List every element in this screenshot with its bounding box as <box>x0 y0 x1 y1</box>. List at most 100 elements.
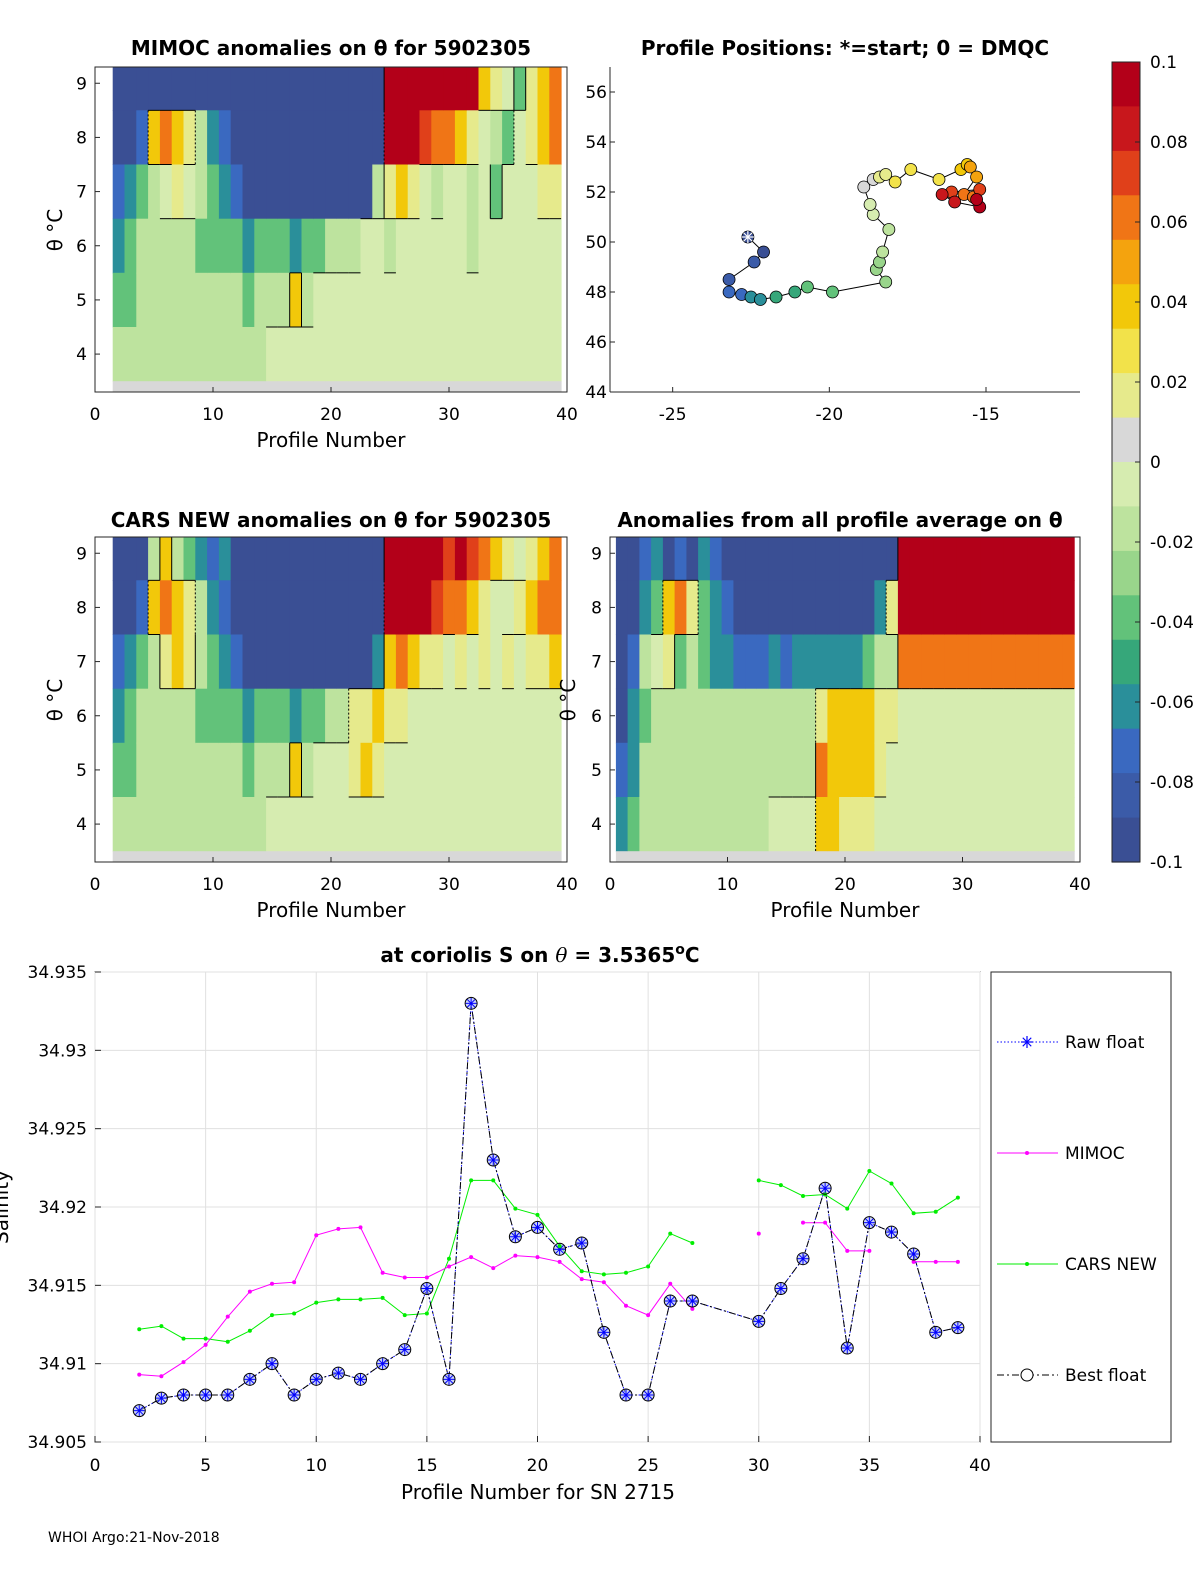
p1-cell <box>502 272 515 328</box>
series-point-best-float <box>951 1321 965 1335</box>
series-point-best-float <box>641 1388 655 1402</box>
colorbar-segment <box>1112 328 1140 374</box>
p4-cell <box>627 688 640 744</box>
p1-cell <box>490 110 503 165</box>
p1-ytick-label: 9 <box>76 74 87 94</box>
p4-cell <box>1050 634 1063 690</box>
series-point-mimoc <box>292 1280 297 1285</box>
p4-cell <box>792 580 805 635</box>
p3-cell <box>218 537 232 581</box>
p1-xtick-label: 10 <box>202 405 224 425</box>
p1-cell <box>313 381 326 392</box>
p4-cell <box>639 537 652 581</box>
p4-cell <box>839 580 852 635</box>
p4-cell <box>721 580 734 635</box>
p3-cell <box>112 742 125 798</box>
positions-y-ticks: 56 54 52 50 48 46 44 <box>585 83 615 403</box>
colorbar-tick-label: 0.04 <box>1150 293 1188 313</box>
p4-cell <box>827 742 840 798</box>
p3-cell <box>148 634 161 690</box>
series-point-raw-float <box>266 1357 278 1370</box>
p3-cell <box>478 580 491 635</box>
p4-cell <box>627 742 640 798</box>
raw-float-point-stroke <box>400 1345 409 1354</box>
p3-cell <box>112 580 125 635</box>
series-point-best-float <box>508 1230 522 1244</box>
p4-cell <box>639 797 652 852</box>
p4-cell <box>1003 580 1016 635</box>
series-point-best-float <box>132 1404 146 1418</box>
p3-cell <box>478 742 491 798</box>
p1-cell <box>360 110 373 165</box>
allavg-ylabel: θ °C <box>556 679 580 722</box>
p3-cell <box>218 634 232 690</box>
p1-cell <box>242 272 255 328</box>
p1-cell <box>277 381 291 392</box>
series-point-mimoc <box>801 1220 805 1225</box>
p3-cell <box>549 688 562 744</box>
salinity-xlabel: Profile Number for SN 2715 <box>401 1480 675 1504</box>
salinity-chart: 0 5 10 15 20 25 30 35 40 34.93534.9334.92534.923… <box>0 942 1172 1504</box>
p3-cell <box>395 634 409 690</box>
p4-cell <box>662 634 676 690</box>
p3-cell <box>443 580 456 635</box>
series-point-mimoc <box>247 1289 252 1294</box>
p3-cell <box>313 634 326 690</box>
p4-cell <box>745 688 758 744</box>
colorbar-segment <box>1112 639 1140 685</box>
profile-position-markers <box>722 158 987 306</box>
salinity-ytick-label: 34.93 <box>38 1041 87 1061</box>
p1-cell <box>537 381 550 392</box>
legend-label: Best float <box>1065 1366 1147 1386</box>
p1-cell <box>360 164 373 220</box>
p3-cell <box>336 688 350 744</box>
p4-cell <box>1027 688 1040 744</box>
p4-cell <box>674 742 687 798</box>
series-point-cars-new <box>513 1206 518 1211</box>
p3-cell <box>466 851 479 862</box>
p3-cell <box>171 580 184 635</box>
p3-cell <box>336 537 350 581</box>
p4-cell <box>792 742 805 798</box>
p1-cell <box>419 381 432 392</box>
series-point-best-float <box>154 1391 168 1405</box>
p1-cell <box>183 218 196 274</box>
p1-cell <box>124 272 137 328</box>
p1-cell <box>207 327 220 382</box>
p1-cell <box>207 110 220 165</box>
p3-cell <box>266 537 279 581</box>
p4-cell <box>651 580 664 635</box>
p1-xtick-label: 20 <box>320 405 342 425</box>
p1-cell <box>478 272 491 328</box>
p3-cell <box>230 851 243 862</box>
p1-cell <box>454 272 468 328</box>
p3-cell <box>478 797 491 852</box>
p1-cell <box>254 327 267 382</box>
p1-cell <box>136 381 149 392</box>
p4-cell <box>1003 851 1016 862</box>
p1-cell <box>360 272 373 328</box>
raw-float-point-stroke <box>599 1328 609 1337</box>
p4-cell <box>862 742 875 798</box>
p3-cell <box>419 580 432 635</box>
profile-position-marker <box>769 290 783 304</box>
p1-cell <box>254 164 267 220</box>
p1-cell <box>502 110 515 165</box>
p4-cell <box>1015 634 1028 690</box>
p1-cell <box>159 272 173 328</box>
p3-cell <box>218 688 232 744</box>
series-point-cars-new <box>535 1212 540 1217</box>
p4-cell <box>956 537 969 581</box>
p3-cell <box>525 634 538 690</box>
p1-cell <box>313 110 326 165</box>
p3-cell <box>549 851 562 862</box>
p4-cell <box>627 634 640 690</box>
series-point-raw-float <box>221 1389 234 1401</box>
p3-cell <box>325 797 338 852</box>
p1-cell <box>171 110 184 165</box>
p1-cell <box>348 164 361 220</box>
p3-cell <box>490 688 503 744</box>
p4-cell <box>862 797 875 852</box>
p1-cell <box>266 67 279 111</box>
p3-ytick-label: 9 <box>76 544 87 564</box>
